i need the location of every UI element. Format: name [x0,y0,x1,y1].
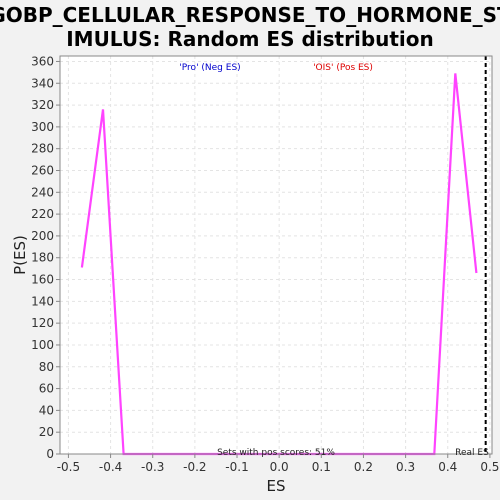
y-tick-label: 200 [31,229,54,243]
y-tick-label: 220 [31,207,54,221]
y-tick-label: 120 [31,316,54,330]
y-tick-label: 20 [39,425,54,439]
x-tick-label: 0.2 [354,460,373,474]
x-tick-label: 0.3 [396,460,415,474]
chart-title: GOBP_CELLULAR_RESPONSE_TO_HORMONE_ST IMU… [0,3,500,51]
x-tick-label: 0.0 [270,460,289,474]
plot-frame [59,55,493,455]
legend-pos-label: 'OIS' (Pos ES) [313,63,373,73]
x-tick-label: -0.3 [141,460,164,474]
pos-scores-annotation: Sets with pos scores: 51% [217,448,335,458]
x-tick-label: 0.4 [438,460,457,474]
y-tick-label: 40 [39,403,54,417]
x-axis-title: ES [267,477,286,495]
x-tick-label: -0.4 [99,460,122,474]
y-tick-label: 100 [31,338,54,352]
plot-area [60,56,492,454]
y-tick-label: 60 [39,382,54,396]
y-tick-label: 320 [31,98,54,112]
chart-title-line-2: IMULUS: Random ES distribution [66,27,434,51]
y-tick-label: 280 [31,142,54,156]
y-tick-label: 180 [31,251,54,265]
y-tick-label: 140 [31,294,54,308]
chart-title-line-1: GOBP_CELLULAR_RESPONSE_TO_HORMONE_ST [0,3,500,27]
y-tick-label: 340 [31,76,54,90]
x-tick-label: -0.1 [225,460,248,474]
legend-neg-label: 'Pro' (Neg ES) [179,63,240,73]
y-tick-label: 260 [31,163,54,177]
y-tick-label: 360 [31,54,54,68]
y-axis-title: P(ES) [11,235,29,275]
x-tick-label: -0.5 [57,460,80,474]
y-tick-label: 80 [39,360,54,374]
real-es-label: Real ES [455,448,489,458]
x-axis-ticks: -0.5 -0.4 -0.3 -0.2 -0.1 0.0 0.1 0.2 0.3 0.4 0.5 [57,454,499,474]
x-tick-label: -0.2 [183,460,206,474]
x-tick-label: 0.5 [480,460,499,474]
x-tick-label: 0.1 [312,460,331,474]
y-tick-label: 0 [46,447,54,461]
y-axis-ticks: 0 20 40 60 80 100 120 140 160 180 200 220 240 260 280 3… [31,54,60,461]
y-tick-label: 240 [31,185,54,199]
y-tick-label: 300 [31,120,54,134]
y-tick-label: 160 [31,273,54,287]
